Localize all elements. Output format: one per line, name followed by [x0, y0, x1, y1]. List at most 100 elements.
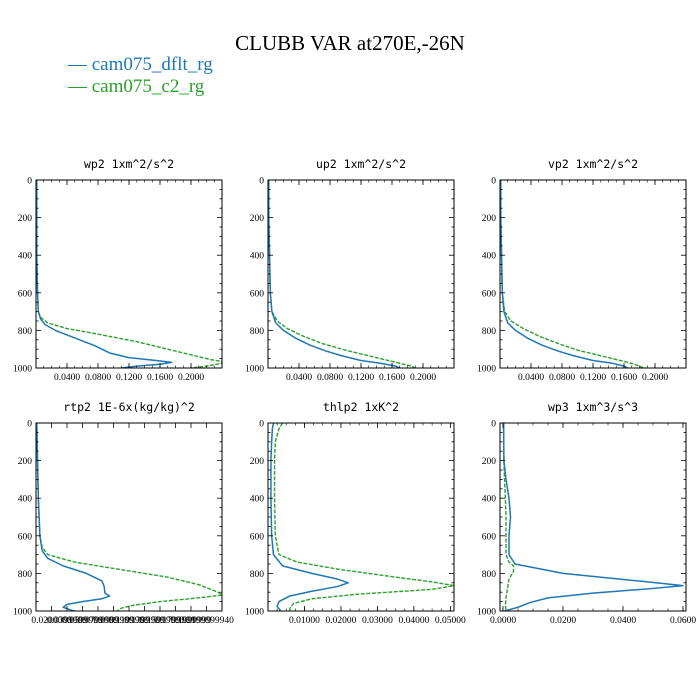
x-tick-label: 0.01000 — [289, 616, 320, 626]
x-tick-label: 0.1999999 — [171, 616, 212, 626]
x-tick-label: 0.0599999 — [62, 616, 103, 626]
y-tick-label: 600 — [250, 289, 265, 299]
x-tick-label: 0.1600 — [611, 373, 637, 383]
x-tick-label: 0.0200 — [550, 616, 576, 626]
x-tick-label: 0.1200 — [348, 373, 374, 383]
series-group — [502, 423, 684, 611]
y-tick-label: 800 — [18, 327, 33, 337]
x-tick-label: 0.1600 — [379, 373, 405, 383]
y-tick-label: 800 — [250, 570, 265, 580]
figure-title: CLUBB VAR at270E,-26N — [235, 31, 465, 55]
x-tick-label: 0.2000 — [410, 373, 436, 383]
x-tick-label: 0.1799999 — [155, 616, 196, 626]
panels: wp2 1xm^2/s^2 0 200 400 600 800 1000 0.0400 0.08… — [13, 157, 696, 626]
x-tick-label: 0.0400 — [286, 373, 312, 383]
panel-title: rtp2 1E-6x(kg/kg)^2 — [63, 400, 195, 414]
y-tick-label: 1000 — [13, 608, 32, 618]
y-tick-label: 400 — [250, 495, 265, 505]
panel: vp2 1xm^2/s^2 0 200 400 600 800 1000 0.0400 0.08… — [477, 157, 687, 383]
plot-frame — [499, 179, 687, 369]
y-tick-label: 0 — [27, 420, 32, 430]
series-line-cam075_c2_rg — [273, 423, 454, 611]
plot-frame — [35, 179, 223, 369]
y-tick-label: 1000 — [13, 365, 32, 375]
panel-title: thlp2 1xK^2 — [323, 400, 399, 414]
y-tick-label: 400 — [482, 252, 497, 262]
y-tick-label: 800 — [18, 570, 33, 580]
x-tick-label: 0.1600 — [147, 373, 173, 383]
panel-title: wp2 1xm^2/s^2 — [84, 157, 174, 171]
y-tick-label: 1000 — [477, 608, 496, 618]
x-tick-label: 0.1599999 — [140, 616, 181, 626]
y-tick-label: 1000 — [245, 608, 264, 618]
y-tick-label: 200 — [482, 457, 497, 467]
series-line-cam075_dflt_rg — [36, 423, 111, 611]
legend: — cam075_dflt_rg— cam075_c2_rg — [67, 54, 213, 97]
y-tick-label: 600 — [18, 532, 33, 542]
y-tick-label: 1000 — [477, 365, 496, 375]
panel-title: vp2 1xm^2/s^2 — [548, 157, 638, 171]
series-group — [270, 423, 454, 611]
y-tick-label: 200 — [250, 457, 265, 467]
y-tick-label: 600 — [18, 289, 33, 299]
panel-title: wp3 1xm^3/s^3 — [548, 400, 638, 414]
x-tick-label: 0.0400 — [54, 373, 80, 383]
legend-entry: — cam075_c2_rg — [67, 76, 205, 97]
y-tick-label: 400 — [18, 252, 33, 262]
x-tick-label: 0.0999999 — [93, 616, 134, 626]
y-tick-label: 0 — [491, 420, 496, 430]
y-tick-label: 400 — [482, 495, 497, 505]
x-tick-label: 0.03000 — [362, 616, 393, 626]
y-tick-label: 600 — [482, 532, 497, 542]
series-line-cam075_c2_rg — [500, 180, 644, 368]
x-tick-label: 0.0399999 — [47, 616, 88, 626]
series-line-cam075_dflt_rg — [500, 180, 629, 368]
x-tick-label: 0.2199999940 — [179, 616, 234, 626]
x-tick-label: 0.05000 — [435, 616, 466, 626]
y-tick-label: 400 — [18, 495, 33, 505]
series-line-cam075_c2_rg — [268, 180, 416, 368]
plot-frame — [267, 422, 455, 612]
series-group — [36, 180, 222, 368]
plot-frame — [35, 422, 223, 612]
y-tick-label: 600 — [250, 532, 265, 542]
y-tick-label: 200 — [482, 214, 497, 224]
series-group — [500, 180, 644, 368]
series-line-cam075_c2_rg — [36, 180, 222, 368]
panel-title: up2 1xm^2/s^2 — [316, 157, 406, 171]
x-tick-label: 0.1200 — [116, 373, 142, 383]
panel: thlp2 1xK^2 0 200 400 600 800 1000 0.01000 0.020… — [245, 400, 466, 626]
x-tick-label: 0.0600 — [670, 616, 696, 626]
y-tick-label: 200 — [18, 457, 33, 467]
plot-frame — [267, 179, 455, 369]
x-tick-label: 0.1199999 — [109, 616, 149, 626]
series-group — [268, 180, 416, 368]
y-tick-label: 200 — [250, 214, 265, 224]
x-tick-label: 0.0200000 — [31, 616, 72, 626]
series-line-cam075_dflt_rg — [268, 180, 401, 368]
series-line-cam075_c2_rg — [502, 423, 515, 611]
y-tick-label: 800 — [482, 327, 497, 337]
series-line-cam075_dflt_rg — [502, 423, 684, 611]
legend-entry: — cam075_dflt_rg — [67, 54, 213, 75]
series-line-cam075_dflt_rg — [270, 423, 349, 611]
y-tick-label: 800 — [482, 570, 497, 580]
x-tick-label: 0.0800 — [549, 373, 575, 383]
y-tick-label: 800 — [250, 327, 265, 337]
series-group — [36, 423, 222, 611]
panel: rtp2 1E-6x(kg/kg)^2 0 200 400 600 800 10000.02… — [13, 400, 234, 626]
series-line-cam075_c2_rg — [36, 423, 222, 611]
panel: wp2 1xm^2/s^2 0 200 400 600 800 1000 0.0400 0.08… — [13, 157, 223, 383]
x-tick-label: 0.2000 — [642, 373, 668, 383]
y-tick-label: 200 — [18, 214, 33, 224]
x-tick-label: 0.0799999 — [78, 616, 119, 626]
x-tick-label: 0.0800 — [317, 373, 343, 383]
y-tick-label: 0 — [27, 177, 32, 187]
panel: up2 1xm^2/s^2 0 200 400 600 800 1000 0.0400 0.08… — [245, 157, 455, 383]
y-tick-label: 0 — [491, 177, 496, 187]
x-tick-label: 0.02000 — [326, 616, 357, 626]
x-tick-label: 0.2000 — [178, 373, 204, 383]
x-tick-label: 0.0800 — [85, 373, 111, 383]
